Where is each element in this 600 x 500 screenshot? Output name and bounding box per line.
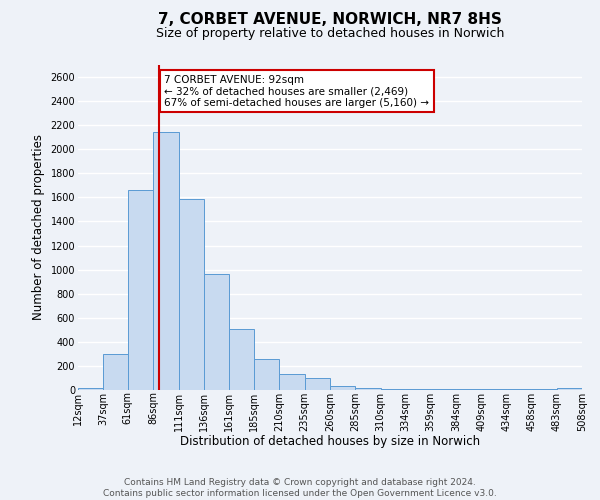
- Bar: [153, 132, 179, 390]
- Bar: [279, 374, 305, 390]
- X-axis label: Distribution of detached houses by size in Norwich: Distribution of detached houses by size …: [180, 435, 480, 448]
- Bar: [254, 360, 279, 390]
- Text: 7, CORBET AVENUE, NORWICH, NR7 8HS: 7, CORBET AVENUE, NORWICH, NR7 8HS: [158, 12, 502, 28]
- Text: Size of property relative to detached houses in Norwich: Size of property relative to detached ho…: [156, 28, 504, 40]
- Text: Contains HM Land Registry data © Crown copyright and database right 2024.
Contai: Contains HM Land Registry data © Crown c…: [103, 478, 497, 498]
- Bar: [78, 388, 103, 390]
- Y-axis label: Number of detached properties: Number of detached properties: [32, 134, 45, 320]
- Bar: [204, 274, 229, 390]
- Bar: [103, 354, 128, 390]
- Bar: [229, 328, 254, 390]
- Text: 7 CORBET AVENUE: 92sqm
← 32% of detached houses are smaller (2,469)
67% of semi-: 7 CORBET AVENUE: 92sqm ← 32% of detached…: [164, 74, 430, 108]
- Bar: [557, 388, 582, 390]
- Bar: [330, 386, 355, 390]
- Bar: [355, 388, 381, 390]
- Bar: [179, 198, 204, 390]
- Bar: [128, 190, 153, 390]
- Bar: [305, 378, 330, 390]
